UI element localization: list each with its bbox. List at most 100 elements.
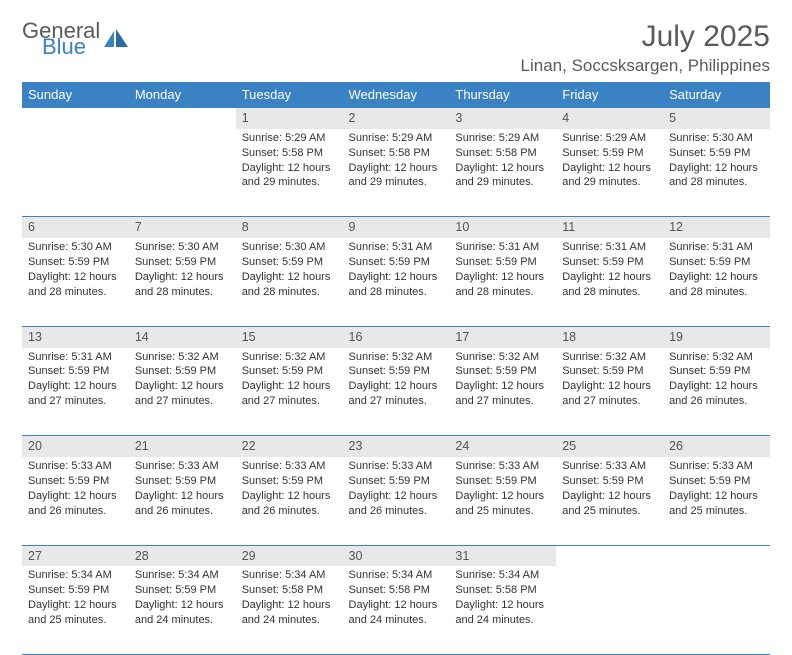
daylight-text: Daylight: 12 hours and 28 minutes. — [135, 270, 230, 300]
daylight-text: Daylight: 12 hours and 25 minutes. — [669, 489, 764, 519]
sunrise-text: Sunrise: 5:33 AM — [28, 459, 123, 474]
sunrise-text: Sunrise: 5:30 AM — [135, 240, 230, 255]
day-number: 14 — [129, 326, 236, 347]
day-number: 26 — [663, 436, 770, 457]
day-number-row: 12345 — [22, 108, 770, 129]
day-detail — [129, 129, 236, 217]
sunrise-text: Sunrise: 5:34 AM — [242, 568, 337, 583]
daylight-text: Daylight: 12 hours and 25 minutes. — [562, 489, 657, 519]
day-number: 5 — [663, 108, 770, 129]
daylight-text: Daylight: 12 hours and 24 minutes. — [242, 598, 337, 628]
sunset-text: Sunset: 5:59 PM — [562, 146, 657, 161]
day-detail: Sunrise: 5:31 AMSunset: 5:59 PMDaylight:… — [22, 348, 129, 436]
day-detail: Sunrise: 5:33 AMSunset: 5:59 PMDaylight:… — [556, 457, 663, 545]
sunrise-text: Sunrise: 5:33 AM — [455, 459, 550, 474]
daylight-text: Daylight: 12 hours and 24 minutes. — [349, 598, 444, 628]
day-number: 2 — [343, 108, 450, 129]
day-detail: Sunrise: 5:29 AMSunset: 5:58 PMDaylight:… — [449, 129, 556, 217]
day-number: 22 — [236, 436, 343, 457]
sunset-text: Sunset: 5:59 PM — [28, 583, 123, 598]
day-number: 27 — [22, 545, 129, 566]
day-detail: Sunrise: 5:32 AMSunset: 5:59 PMDaylight:… — [343, 348, 450, 436]
day-header: Wednesday — [343, 82, 450, 108]
day-number: 11 — [556, 217, 663, 238]
sails-icon — [104, 29, 130, 54]
daylight-text: Daylight: 12 hours and 27 minutes. — [135, 379, 230, 409]
day-number: 23 — [343, 436, 450, 457]
calendar-table: SundayMondayTuesdayWednesdayThursdayFrid… — [22, 82, 770, 655]
sunset-text: Sunset: 5:59 PM — [669, 255, 764, 270]
day-detail-row: Sunrise: 5:31 AMSunset: 5:59 PMDaylight:… — [22, 348, 770, 436]
day-detail: Sunrise: 5:32 AMSunset: 5:59 PMDaylight:… — [556, 348, 663, 436]
sunset-text: Sunset: 5:59 PM — [349, 255, 444, 270]
day-number-row: 13141516171819 — [22, 326, 770, 347]
daylight-text: Daylight: 12 hours and 28 minutes. — [242, 270, 337, 300]
day-detail: Sunrise: 5:32 AMSunset: 5:59 PMDaylight:… — [236, 348, 343, 436]
month-title: July 2025 — [521, 20, 770, 54]
day-number-row: 6789101112 — [22, 217, 770, 238]
daylight-text: Daylight: 12 hours and 29 minutes. — [562, 161, 657, 191]
daylight-text: Daylight: 12 hours and 27 minutes. — [28, 379, 123, 409]
sunrise-text: Sunrise: 5:33 AM — [135, 459, 230, 474]
day-detail — [22, 129, 129, 217]
day-detail: Sunrise: 5:30 AMSunset: 5:59 PMDaylight:… — [129, 238, 236, 326]
day-header: Friday — [556, 82, 663, 108]
day-detail: Sunrise: 5:33 AMSunset: 5:59 PMDaylight:… — [449, 457, 556, 545]
sunrise-text: Sunrise: 5:32 AM — [135, 350, 230, 365]
sunrise-text: Sunrise: 5:29 AM — [242, 131, 337, 146]
day-number: 28 — [129, 545, 236, 566]
sunrise-text: Sunrise: 5:34 AM — [28, 568, 123, 583]
day-number — [556, 545, 663, 566]
sunset-text: Sunset: 5:59 PM — [28, 255, 123, 270]
sunrise-text: Sunrise: 5:31 AM — [669, 240, 764, 255]
logo-text-blue: Blue — [42, 36, 100, 58]
daylight-text: Daylight: 12 hours and 29 minutes. — [455, 161, 550, 191]
day-number: 10 — [449, 217, 556, 238]
sunset-text: Sunset: 5:59 PM — [562, 474, 657, 489]
sunset-text: Sunset: 5:59 PM — [242, 474, 337, 489]
sunrise-text: Sunrise: 5:29 AM — [562, 131, 657, 146]
day-number: 3 — [449, 108, 556, 129]
day-header: Tuesday — [236, 82, 343, 108]
day-detail-row: Sunrise: 5:30 AMSunset: 5:59 PMDaylight:… — [22, 238, 770, 326]
sunset-text: Sunset: 5:59 PM — [455, 255, 550, 270]
day-detail: Sunrise: 5:30 AMSunset: 5:59 PMDaylight:… — [22, 238, 129, 326]
daylight-text: Daylight: 12 hours and 28 minutes. — [669, 161, 764, 191]
day-detail — [663, 566, 770, 654]
daylight-text: Daylight: 12 hours and 26 minutes. — [349, 489, 444, 519]
day-number: 7 — [129, 217, 236, 238]
daylight-text: Daylight: 12 hours and 27 minutes. — [349, 379, 444, 409]
sunset-text: Sunset: 5:59 PM — [135, 255, 230, 270]
sunset-text: Sunset: 5:59 PM — [455, 474, 550, 489]
day-detail: Sunrise: 5:30 AMSunset: 5:59 PMDaylight:… — [236, 238, 343, 326]
day-detail: Sunrise: 5:34 AMSunset: 5:58 PMDaylight:… — [343, 566, 450, 654]
sunrise-text: Sunrise: 5:31 AM — [562, 240, 657, 255]
day-detail: Sunrise: 5:31 AMSunset: 5:59 PMDaylight:… — [449, 238, 556, 326]
sunrise-text: Sunrise: 5:29 AM — [455, 131, 550, 146]
day-number — [22, 108, 129, 129]
sunrise-text: Sunrise: 5:29 AM — [349, 131, 444, 146]
sunrise-text: Sunrise: 5:32 AM — [562, 350, 657, 365]
day-number: 6 — [22, 217, 129, 238]
day-number: 20 — [22, 436, 129, 457]
sunrise-text: Sunrise: 5:31 AM — [28, 350, 123, 365]
day-detail: Sunrise: 5:29 AMSunset: 5:58 PMDaylight:… — [343, 129, 450, 217]
title-block: July 2025 Linan, Soccsksargen, Philippin… — [521, 20, 770, 76]
location: Linan, Soccsksargen, Philippines — [521, 56, 770, 76]
day-detail: Sunrise: 5:29 AMSunset: 5:59 PMDaylight:… — [556, 129, 663, 217]
daylight-text: Daylight: 12 hours and 27 minutes. — [455, 379, 550, 409]
day-number: 19 — [663, 326, 770, 347]
sunrise-text: Sunrise: 5:34 AM — [135, 568, 230, 583]
day-detail: Sunrise: 5:31 AMSunset: 5:59 PMDaylight:… — [343, 238, 450, 326]
sunset-text: Sunset: 5:58 PM — [349, 146, 444, 161]
daylight-text: Daylight: 12 hours and 24 minutes. — [135, 598, 230, 628]
sunset-text: Sunset: 5:59 PM — [242, 255, 337, 270]
day-number: 8 — [236, 217, 343, 238]
day-detail-row: Sunrise: 5:34 AMSunset: 5:59 PMDaylight:… — [22, 566, 770, 654]
day-number: 17 — [449, 326, 556, 347]
day-detail-row: Sunrise: 5:29 AMSunset: 5:58 PMDaylight:… — [22, 129, 770, 217]
sunset-text: Sunset: 5:59 PM — [669, 474, 764, 489]
header: General Blue July 2025 Linan, Soccsksarg… — [22, 20, 770, 76]
daylight-text: Daylight: 12 hours and 26 minutes. — [669, 379, 764, 409]
daylight-text: Daylight: 12 hours and 28 minutes. — [28, 270, 123, 300]
